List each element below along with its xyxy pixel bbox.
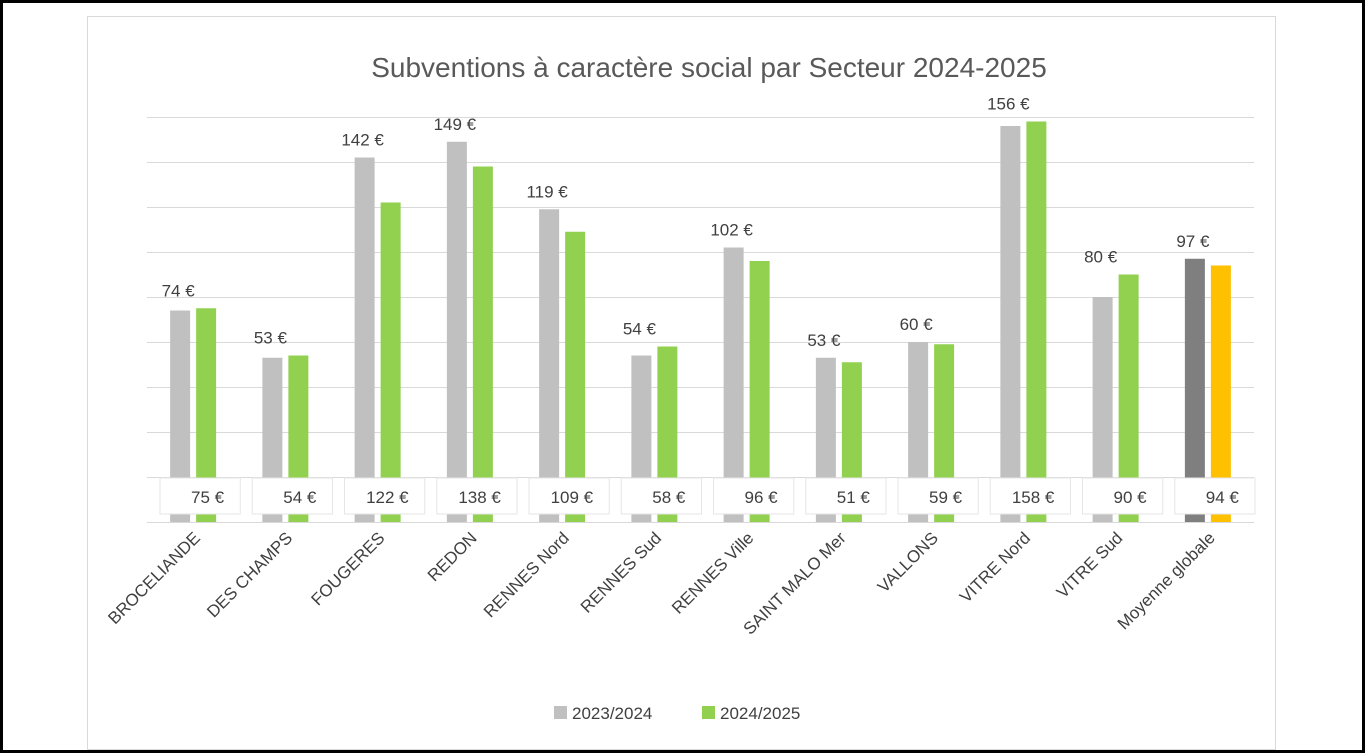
chart-title: Subventions à caractère social par Secte… <box>371 52 1047 83</box>
data-label-2024-2025: 96 € <box>745 488 779 507</box>
data-label-2023-2024: 97 € <box>1176 232 1210 251</box>
data-label-2024-2025: 58 € <box>652 488 686 507</box>
data-label-box <box>251 477 333 515</box>
data-label-box <box>805 477 887 515</box>
x-tick-label: SAINT MALO Mer <box>740 528 850 638</box>
data-label-2024-2025: 90 € <box>1114 488 1148 507</box>
data-label-box <box>344 477 426 515</box>
data-label-2024-2025: 94 € <box>1206 488 1240 507</box>
data-label-2024-2025: 75 € <box>191 488 225 507</box>
x-tick-label: RENNES Ville <box>668 528 757 617</box>
data-label-box <box>989 477 1071 515</box>
data-label-box <box>713 477 795 515</box>
data-label-2023-2024: 60 € <box>900 315 934 334</box>
x-tick-label: DES CHAMPS <box>203 528 296 621</box>
data-label-box <box>528 477 610 515</box>
chart-area: Subventions à caractère social par Secte… <box>87 16 1276 750</box>
gridlines <box>147 117 1254 523</box>
x-tick-label: VALLONS <box>874 528 942 596</box>
bar-2023-2024 <box>908 342 929 522</box>
data-label-2023-2024: 102 € <box>710 221 753 240</box>
data-label-2023-2024: 119 € <box>526 182 568 201</box>
bar-2024-2025 <box>472 166 493 522</box>
data-label-2024-2025: 138 € <box>458 488 501 507</box>
data-label-2023-2024: 149 € <box>434 115 477 134</box>
data-label-2024-2025: 51 € <box>837 488 871 507</box>
bar-2024-2025 <box>380 202 401 522</box>
bar-chart: Subventions à caractère social par Secte… <box>104 52 1256 723</box>
data-label-2023-2024: 80 € <box>1084 248 1118 267</box>
bar-2023-2024 <box>539 209 560 522</box>
bar-2024-2025 <box>1118 274 1139 522</box>
data-label-2024-2025: 54 € <box>283 488 317 507</box>
data-label-2024-2025: 158 € <box>1012 488 1055 507</box>
data-labels: 75 € 74 € 54 € 53 € 122 € 142 € 138 € 149 € 109 … <box>159 95 1256 515</box>
data-label-2024-2025: 59 € <box>929 488 963 507</box>
bar-2023-2024 <box>1000 126 1021 522</box>
legend-swatch <box>554 706 567 719</box>
bar-2023-2024 <box>354 157 375 522</box>
bar-2023-2024 <box>170 310 191 522</box>
bar-2023-2024 <box>1092 297 1113 522</box>
legend: 2023/2024 2024/2025 <box>554 704 800 723</box>
data-label-2023-2024: 53 € <box>807 331 841 350</box>
data-label-2023-2024: 156 € <box>987 95 1030 114</box>
bar-2024-2025 <box>196 308 217 522</box>
x-tick-label: BROCELIANDE <box>104 528 204 628</box>
bar-2023-2024 <box>1184 258 1205 522</box>
legend-swatch <box>702 706 715 719</box>
x-tick-label: REDON <box>424 528 481 585</box>
data-label-box <box>1174 477 1256 515</box>
bar-2024-2025 <box>749 261 770 522</box>
x-tick-label: RENNES Sud <box>577 528 665 616</box>
bar-2024-2025 <box>1026 121 1047 522</box>
legend-label: 2023/2024 <box>572 704 652 723</box>
x-tick-label: VITRE Nord <box>956 528 1034 606</box>
x-tick-label: FOUGERES <box>308 528 389 609</box>
bar-2023-2024 <box>723 247 744 522</box>
data-label-2024-2025: 109 € <box>551 488 594 507</box>
x-tick-label: VITRE Sud <box>1053 528 1127 602</box>
x-tick-label: RENNES Nord <box>480 528 573 621</box>
data-label-2023-2024: 142 € <box>341 131 384 150</box>
x-axis-tick-labels: BROCELIANDE DES CHAMPS FOUGERES REDON RENNES… <box>104 528 1218 638</box>
data-label-2024-2025: 122 € <box>366 488 409 507</box>
x-tick-label: Moyenne globale <box>1114 528 1219 633</box>
data-label-2023-2024: 53 € <box>254 329 288 348</box>
data-label-2023-2024: 54 € <box>623 320 657 339</box>
bar-2024-2025 <box>1210 265 1231 522</box>
bars <box>170 121 1231 522</box>
bar-2023-2024 <box>446 141 467 522</box>
data-label-box <box>620 477 702 515</box>
data-label-box <box>436 477 518 515</box>
data-label-box <box>159 477 241 515</box>
bar-2024-2025 <box>565 231 586 522</box>
data-label-2023-2024: 74 € <box>162 281 196 300</box>
legend-label: 2024/2025 <box>720 704 800 723</box>
data-label-box <box>897 477 979 515</box>
data-label-box <box>1082 477 1164 515</box>
